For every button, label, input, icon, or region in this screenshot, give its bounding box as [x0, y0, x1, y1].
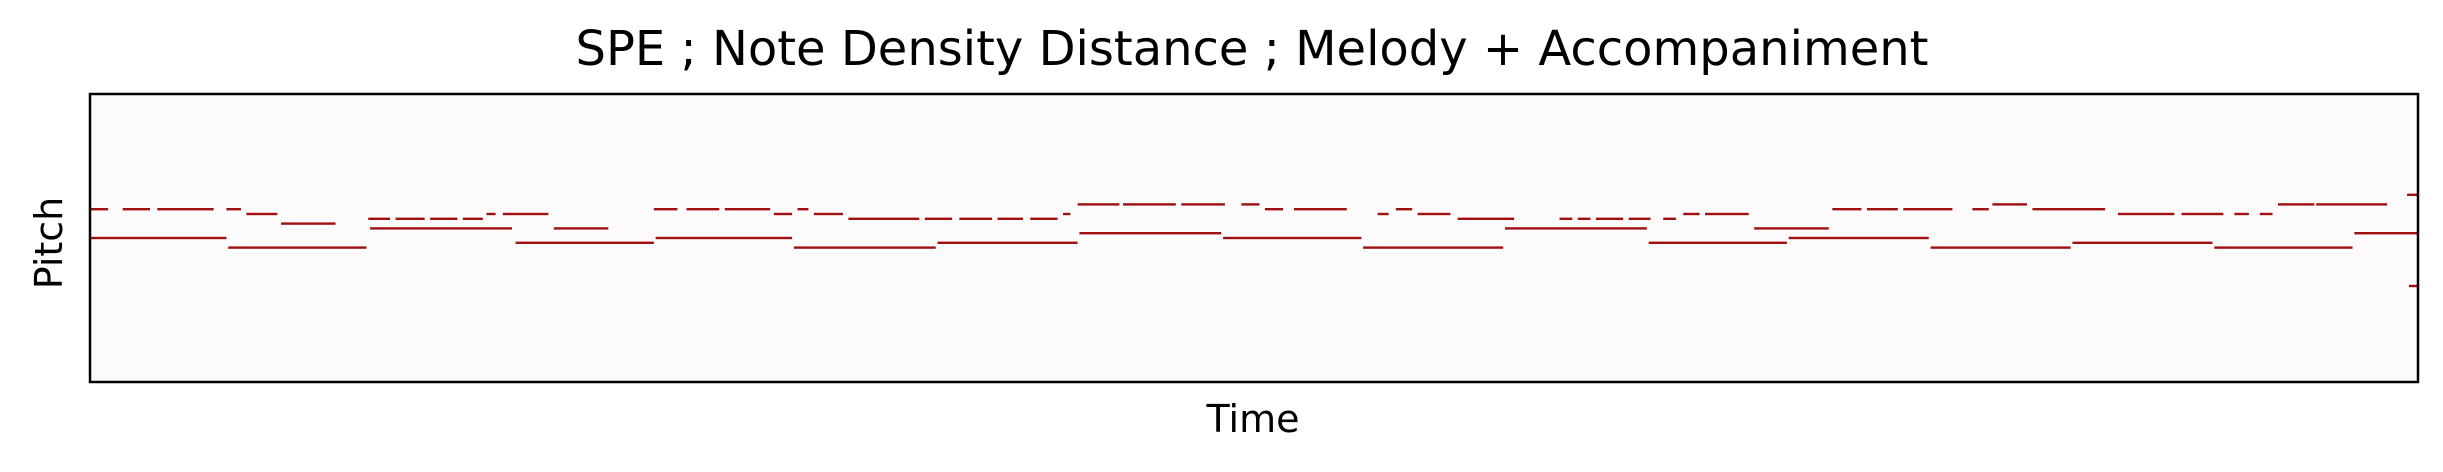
note-bar — [1504, 227, 1647, 230]
note-bar — [502, 212, 549, 216]
note-bar — [1417, 212, 1451, 216]
note-bar — [655, 236, 793, 240]
note-bar — [1648, 241, 1787, 244]
note-bar — [2234, 212, 2249, 216]
note-bar — [2259, 212, 2273, 216]
note-bar — [1123, 203, 1176, 206]
note-bar — [1577, 217, 1591, 220]
note-bar — [2277, 203, 2315, 206]
x-axis-label: Time — [1206, 397, 1300, 441]
note-bar — [2214, 246, 2353, 249]
note-bar — [1595, 217, 1624, 220]
note-bar — [430, 217, 458, 220]
note-bar — [462, 217, 483, 220]
notes-layer — [90, 193, 2418, 288]
note-bar — [280, 222, 336, 225]
note-bar — [1559, 217, 1573, 220]
note-bar — [1788, 236, 1929, 240]
note-bar — [2408, 284, 2418, 288]
note-bar — [368, 217, 391, 220]
note-bar — [793, 246, 936, 249]
note-bar — [228, 246, 367, 249]
note-bar — [122, 208, 151, 211]
note-bar — [1395, 208, 1413, 211]
note-bar — [2354, 232, 2418, 235]
note-bar — [924, 217, 953, 220]
note-bar — [997, 217, 1024, 220]
note-bar — [1992, 203, 2027, 206]
note-bar — [1457, 217, 1515, 220]
note-bar — [1063, 212, 1071, 216]
note-bar — [1972, 208, 1989, 211]
note-bar — [1377, 212, 1389, 216]
note-bar — [486, 212, 496, 216]
note-bar — [1930, 246, 2071, 249]
note-bar — [773, 212, 793, 216]
note-bar — [1079, 232, 1222, 235]
note-bar — [1663, 217, 1676, 220]
note-bar — [1832, 208, 1862, 211]
plot-frame — [88, 92, 2420, 384]
note-bar — [2316, 203, 2388, 206]
note-bar — [1903, 208, 1953, 211]
note-bar — [1181, 203, 1225, 206]
note-bar — [395, 217, 425, 220]
note-bar — [1866, 208, 1898, 211]
note-bar — [2181, 212, 2224, 216]
note-bar — [90, 236, 227, 240]
note-bar — [813, 212, 843, 216]
note-bar — [653, 208, 678, 211]
note-bar — [1264, 208, 1284, 211]
note-bar — [370, 227, 512, 230]
note-bar — [1628, 217, 1651, 220]
note-bar — [1294, 208, 1347, 211]
note-bar — [848, 217, 920, 220]
note-bar — [959, 217, 993, 220]
note-bar — [90, 208, 109, 211]
note-bar — [1223, 236, 1362, 240]
chart-title: SPE ; Note Density Distance ; Melody + A… — [576, 21, 1929, 77]
note-bar — [1683, 212, 1700, 216]
note-bar — [2117, 212, 2175, 216]
note-bar — [1363, 246, 1504, 249]
note-bar — [1754, 227, 1829, 230]
note-bar — [226, 208, 241, 211]
note-bar — [724, 208, 771, 211]
note-bar — [515, 241, 654, 244]
note-bar — [246, 212, 278, 216]
note-bar — [937, 241, 1078, 244]
note-bar — [1077, 203, 1120, 206]
note-bar — [1030, 217, 1058, 220]
note-bar — [2072, 241, 2213, 244]
note-bar — [2032, 208, 2106, 211]
note-bar — [2407, 193, 2418, 196]
note-bar — [797, 208, 809, 211]
note-bar — [553, 227, 609, 230]
note-bar — [1705, 212, 1749, 216]
y-axis-label: Pitch — [27, 197, 71, 290]
note-bar — [157, 208, 214, 211]
note-bar — [686, 208, 720, 211]
note-bar — [1241, 203, 1260, 206]
